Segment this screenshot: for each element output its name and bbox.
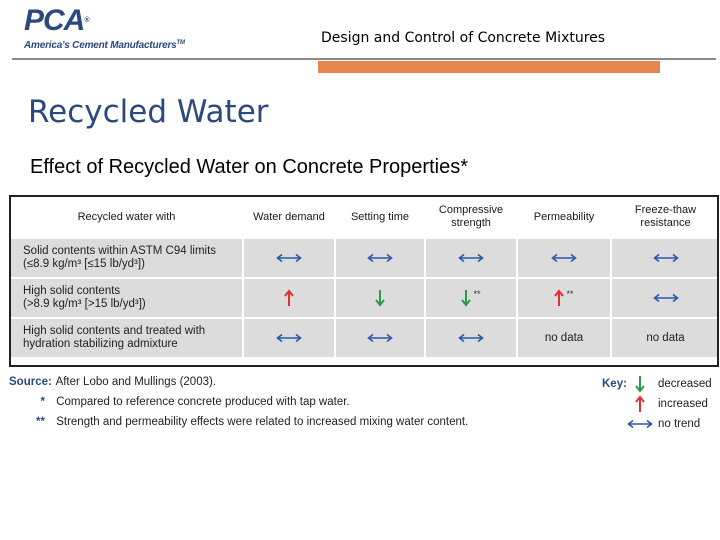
- source-label: Source:: [9, 376, 52, 388]
- row-description-line: Solid contents within ASTM C94 limits: [23, 245, 217, 257]
- arrow-up-icon: [284, 289, 294, 306]
- deck-title: Design and Control of Concrete Mixtures: [321, 30, 606, 46]
- table-cell: [610, 277, 720, 319]
- table-row: Solid contents within ASTM C94 limits (≤8…: [9, 237, 720, 279]
- row-description-line: (>8.9 kg/m³ [>15 lb/yd³]): [23, 298, 146, 310]
- row-description-line: hydration stabilizing admixture: [23, 338, 178, 350]
- arrow-down-icon: [624, 375, 656, 393]
- key-text-decreased: decreased: [658, 378, 712, 390]
- table-cell: [334, 317, 426, 359]
- column-header: Compressive strength: [424, 195, 518, 239]
- row-description: High solid contents and treated with hydr…: [9, 317, 244, 359]
- header-accent-bar: [318, 61, 660, 73]
- key-text-increased: increased: [658, 398, 708, 410]
- header-divider: [12, 58, 716, 60]
- table-row: High solid contents and treated with hydr…: [9, 317, 720, 359]
- logo-mark: PCA®: [24, 4, 90, 37]
- double-arrow-horizontal-icon: [276, 332, 302, 344]
- column-header: Water demand: [242, 195, 336, 239]
- table-cell: **: [424, 277, 518, 319]
- row-description: High solid contents (>8.9 kg/m³ [>15 lb/y…: [9, 277, 244, 319]
- table-header-row: Recycled water with Water demand Setting…: [9, 195, 720, 239]
- column-header: Recycled water with: [9, 195, 244, 239]
- footnote-1: * Compared to reference concrete produce…: [9, 395, 569, 415]
- table-notes: Source: After Lobo and Mullings (2003). …: [9, 375, 569, 435]
- footnote-marker: **: [473, 289, 481, 299]
- table-cell: [242, 277, 336, 319]
- footnote-1-mark: *: [40, 396, 45, 408]
- table-cell: no data: [516, 317, 612, 359]
- table-row: High solid contents (>8.9 kg/m³ [>15 lb/y…: [9, 277, 720, 319]
- key-row-no-trend: no trend: [602, 414, 712, 434]
- footnote-2: ** Strength and permeability effects wer…: [9, 415, 569, 435]
- double-arrow-horizontal-icon: [624, 419, 656, 429]
- double-arrow-horizontal-icon: [652, 292, 679, 304]
- key-text-no-trend: no trend: [658, 418, 701, 430]
- source-note: Source: After Lobo and Mullings (2003).: [9, 375, 569, 395]
- row-description-line: (≤8.9 kg/m³ [≤15 lb/yd³]): [23, 258, 145, 270]
- column-header: Permeability: [516, 195, 612, 239]
- table-cell: **: [516, 277, 612, 319]
- footnote-1-text: Compared to reference concrete produced …: [56, 396, 350, 408]
- logo-tagline: America's Cement ManufacturersTM: [24, 40, 185, 51]
- arrow-down-icon: [375, 290, 385, 307]
- row-description-line: High solid contents: [23, 285, 121, 297]
- slide-subtitle: Effect of Recycled Water on Concrete Pro…: [30, 156, 468, 178]
- arrow-up-icon: [624, 395, 656, 413]
- properties-table: Recycled water with Water demand Setting…: [9, 195, 720, 359]
- key-label: Key:: [602, 378, 627, 390]
- footnote-2-mark: **: [36, 416, 45, 428]
- double-arrow-horizontal-icon: [458, 332, 484, 344]
- table-cell: [334, 277, 426, 319]
- no-data-text: no data: [646, 332, 685, 344]
- table-cell: no data: [610, 317, 720, 359]
- double-arrow-horizontal-icon: [276, 252, 302, 264]
- footnote-marker: **: [566, 289, 574, 299]
- table-cell: [242, 237, 336, 279]
- key-row-decreased: Key: decreased: [602, 374, 712, 394]
- column-header: Setting time: [334, 195, 426, 239]
- arrow-up-icon: [554, 289, 565, 306]
- source-text: After Lobo and Mullings (2003).: [55, 376, 217, 388]
- key-row-increased: increased: [602, 394, 712, 414]
- table-cell: [242, 317, 336, 359]
- table-cell: [334, 237, 426, 279]
- legend-key: Key: decreased increased no trend: [602, 374, 712, 434]
- pca-logo: PCA® America's Cement ManufacturersTM: [24, 4, 185, 56]
- double-arrow-horizontal-icon: [652, 252, 679, 264]
- row-description: Solid contents within ASTM C94 limits (≤8…: [9, 237, 244, 279]
- double-arrow-horizontal-icon: [551, 252, 577, 264]
- table-cell: [610, 237, 720, 279]
- row-description-line: High solid contents and treated with: [23, 325, 206, 337]
- arrow-down-icon: [461, 290, 472, 307]
- table-cell: [424, 317, 518, 359]
- table-cell: [424, 237, 518, 279]
- double-arrow-horizontal-icon: [367, 252, 393, 264]
- no-data-text: no data: [544, 332, 584, 344]
- double-arrow-horizontal-icon: [367, 332, 393, 344]
- double-arrow-horizontal-icon: [458, 252, 484, 264]
- slide-title: Recycled Water: [28, 94, 269, 130]
- table-cell: [516, 237, 612, 279]
- footnote-2-text: Strength and permeability effects were r…: [56, 416, 469, 428]
- column-header: Freeze-thaw resistance: [610, 195, 720, 239]
